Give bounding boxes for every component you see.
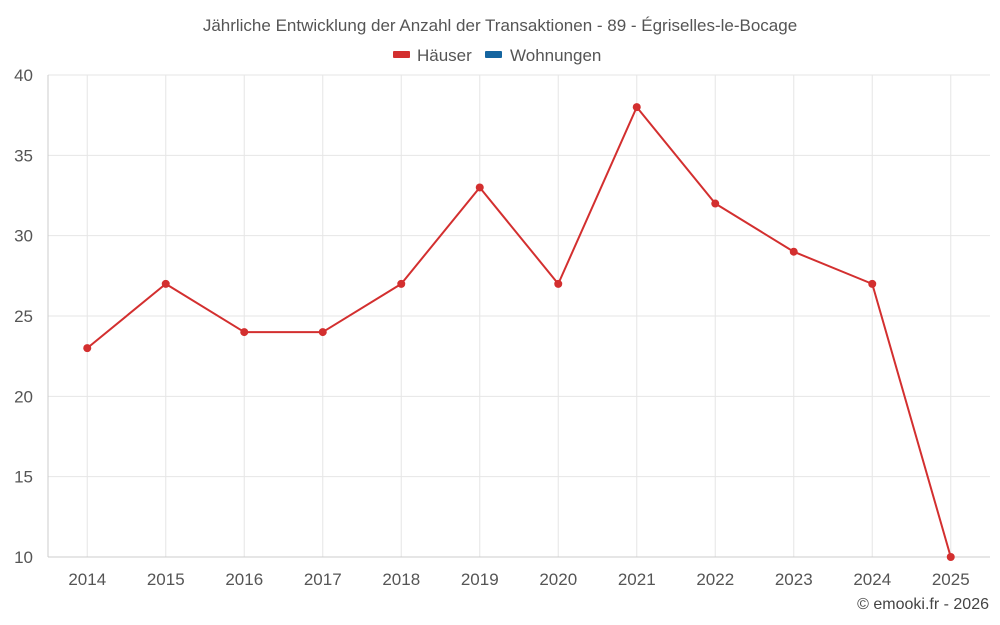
- series-lines: [86, 106, 952, 558]
- x-tick-label: 2021: [618, 570, 656, 589]
- x-tick-label: 2023: [775, 570, 813, 589]
- x-tick-label: 2025: [932, 570, 970, 589]
- series-0-point-2018[interactable]: [397, 279, 406, 288]
- x-axis-tick-labels: 2014 2015 2016 2017 2018 2019 2020 2021 2022 2023…: [68, 570, 969, 589]
- series-0-point-2017[interactable]: [318, 328, 327, 337]
- legend-swatch-haeuser: [393, 51, 410, 58]
- x-tick-label: 2018: [382, 570, 420, 589]
- series-0-point-2021[interactable]: [632, 103, 641, 112]
- legend-item-wohnungen[interactable]: Wohnungen: [485, 46, 601, 65]
- chart-legend: Häuser Wohnungen: [393, 46, 601, 65]
- series-0-point-2014[interactable]: [83, 344, 92, 353]
- series-0-line: [86, 106, 952, 558]
- x-tick-label: 2020: [539, 570, 577, 589]
- chart-title: Jährliche Entwicklung der Anzahl der Tra…: [203, 16, 797, 35]
- x-tick-label: 2015: [147, 570, 185, 589]
- legend-item-haeuser[interactable]: Häuser: [393, 46, 472, 65]
- y-tick-label: 35: [14, 146, 33, 165]
- y-tick-label: 40: [14, 66, 33, 85]
- series-0-point-2022[interactable]: [711, 199, 720, 208]
- credit-text: © emooki.fr - 2026: [857, 596, 989, 613]
- series-0-point-2020[interactable]: [554, 279, 563, 288]
- data-points: [83, 103, 955, 561]
- grid-lines: [48, 74, 990, 557]
- legend-swatch-wohnungen: [485, 51, 502, 58]
- y-tick-label: 10: [14, 548, 33, 567]
- x-tick-label: 2017: [304, 570, 342, 589]
- y-tick-label: 30: [14, 227, 33, 246]
- series-0-point-2015[interactable]: [161, 279, 170, 288]
- series-0-point-2016[interactable]: [240, 328, 249, 337]
- x-tick-label: 2014: [68, 570, 106, 589]
- axes: [47, 75, 990, 558]
- x-tick-label: 2024: [853, 570, 891, 589]
- y-tick-label: 25: [14, 307, 33, 326]
- y-tick-label: 15: [14, 468, 33, 487]
- y-tick-label: 20: [14, 387, 33, 406]
- legend-label-wohnungen: Wohnungen: [510, 46, 601, 65]
- y-axis-tick-labels: 10 15 20 25 30 35 40: [14, 66, 33, 567]
- x-tick-label: 2022: [696, 570, 734, 589]
- series-0-point-2025[interactable]: [946, 553, 955, 561]
- legend-label-haeuser: Häuser: [417, 46, 472, 65]
- x-tick-label: 2016: [225, 570, 263, 589]
- series-0-point-2023[interactable]: [789, 247, 798, 256]
- x-tick-label: 2019: [461, 570, 499, 589]
- series-0-point-2024[interactable]: [868, 279, 877, 288]
- series-0-point-2019[interactable]: [475, 183, 484, 192]
